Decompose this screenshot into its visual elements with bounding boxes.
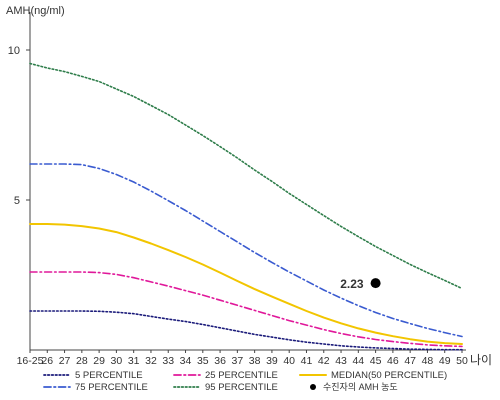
- x-tick-label: 27: [59, 355, 71, 367]
- x-tick-label: 35: [197, 355, 209, 367]
- legend-label: 5 PERCENTILE: [75, 370, 143, 381]
- series-layer: [29, 62, 463, 351]
- series-median-50-percentile: [29, 223, 463, 345]
- legend-label: 75 PERCENTILE: [75, 382, 148, 393]
- legend-label: MEDIAN(50 PERCENTILE): [331, 370, 447, 381]
- x-tick-label: 41: [301, 355, 313, 367]
- series-5-percentile: [29, 310, 463, 351]
- x-tick-label: 49: [439, 355, 451, 367]
- legend: 5 PERCENTILE 25 PERCENTILE MEDIAN(50 PERCE…: [43, 370, 447, 393]
- x-tick-label: 29: [93, 355, 105, 367]
- x-tick-label: 45: [370, 355, 382, 367]
- y-tick-label: 5: [14, 195, 20, 207]
- x-tick-label: 40: [283, 355, 295, 367]
- y-tick-label: 10: [8, 45, 20, 57]
- x-tick-label: 42: [318, 355, 330, 367]
- x-tick-label: 32: [145, 355, 157, 367]
- x-tick-label: 26: [41, 355, 53, 367]
- x-tick-label: 28: [76, 355, 88, 367]
- legend-point-marker: [310, 384, 316, 390]
- legend-label: 25 PERCENTILE: [205, 370, 278, 381]
- x-tick-label: 31: [128, 355, 140, 367]
- legend-label: 95 PERCENTILE: [205, 382, 278, 393]
- series-25-percentile: [29, 271, 463, 348]
- x-tick-label: 46: [387, 355, 399, 367]
- x-tick-label: 48: [422, 355, 434, 367]
- x-tick-label: 47: [404, 355, 416, 367]
- x-tick-label: 43: [335, 355, 347, 367]
- x-tick-label: 37: [232, 355, 244, 367]
- x-tick-label: 38: [249, 355, 261, 367]
- patient-amh-value-label: 2.23: [340, 277, 364, 291]
- x-tick-label: 50: [456, 355, 468, 367]
- x-tick-label: 30: [111, 355, 123, 367]
- x-tick-label: 33: [162, 355, 174, 367]
- x-axis-label: 나이: [470, 353, 492, 367]
- x-tick-label: 36: [214, 355, 226, 367]
- x-tick-label: 16-25: [17, 355, 44, 367]
- patient-amh-point: [370, 278, 381, 289]
- x-tick-label: 34: [180, 355, 192, 367]
- y-axis-label: AMH(ng/ml): [6, 5, 65, 17]
- series-95-percentile: [29, 62, 463, 290]
- series-75-percentile: [29, 163, 463, 338]
- point-layer: 2.23: [340, 277, 381, 291]
- legend-label: 수진자의 AMH 농도: [323, 382, 398, 392]
- x-tick-label: 39: [266, 355, 278, 367]
- x-tick-label: 44: [352, 355, 364, 367]
